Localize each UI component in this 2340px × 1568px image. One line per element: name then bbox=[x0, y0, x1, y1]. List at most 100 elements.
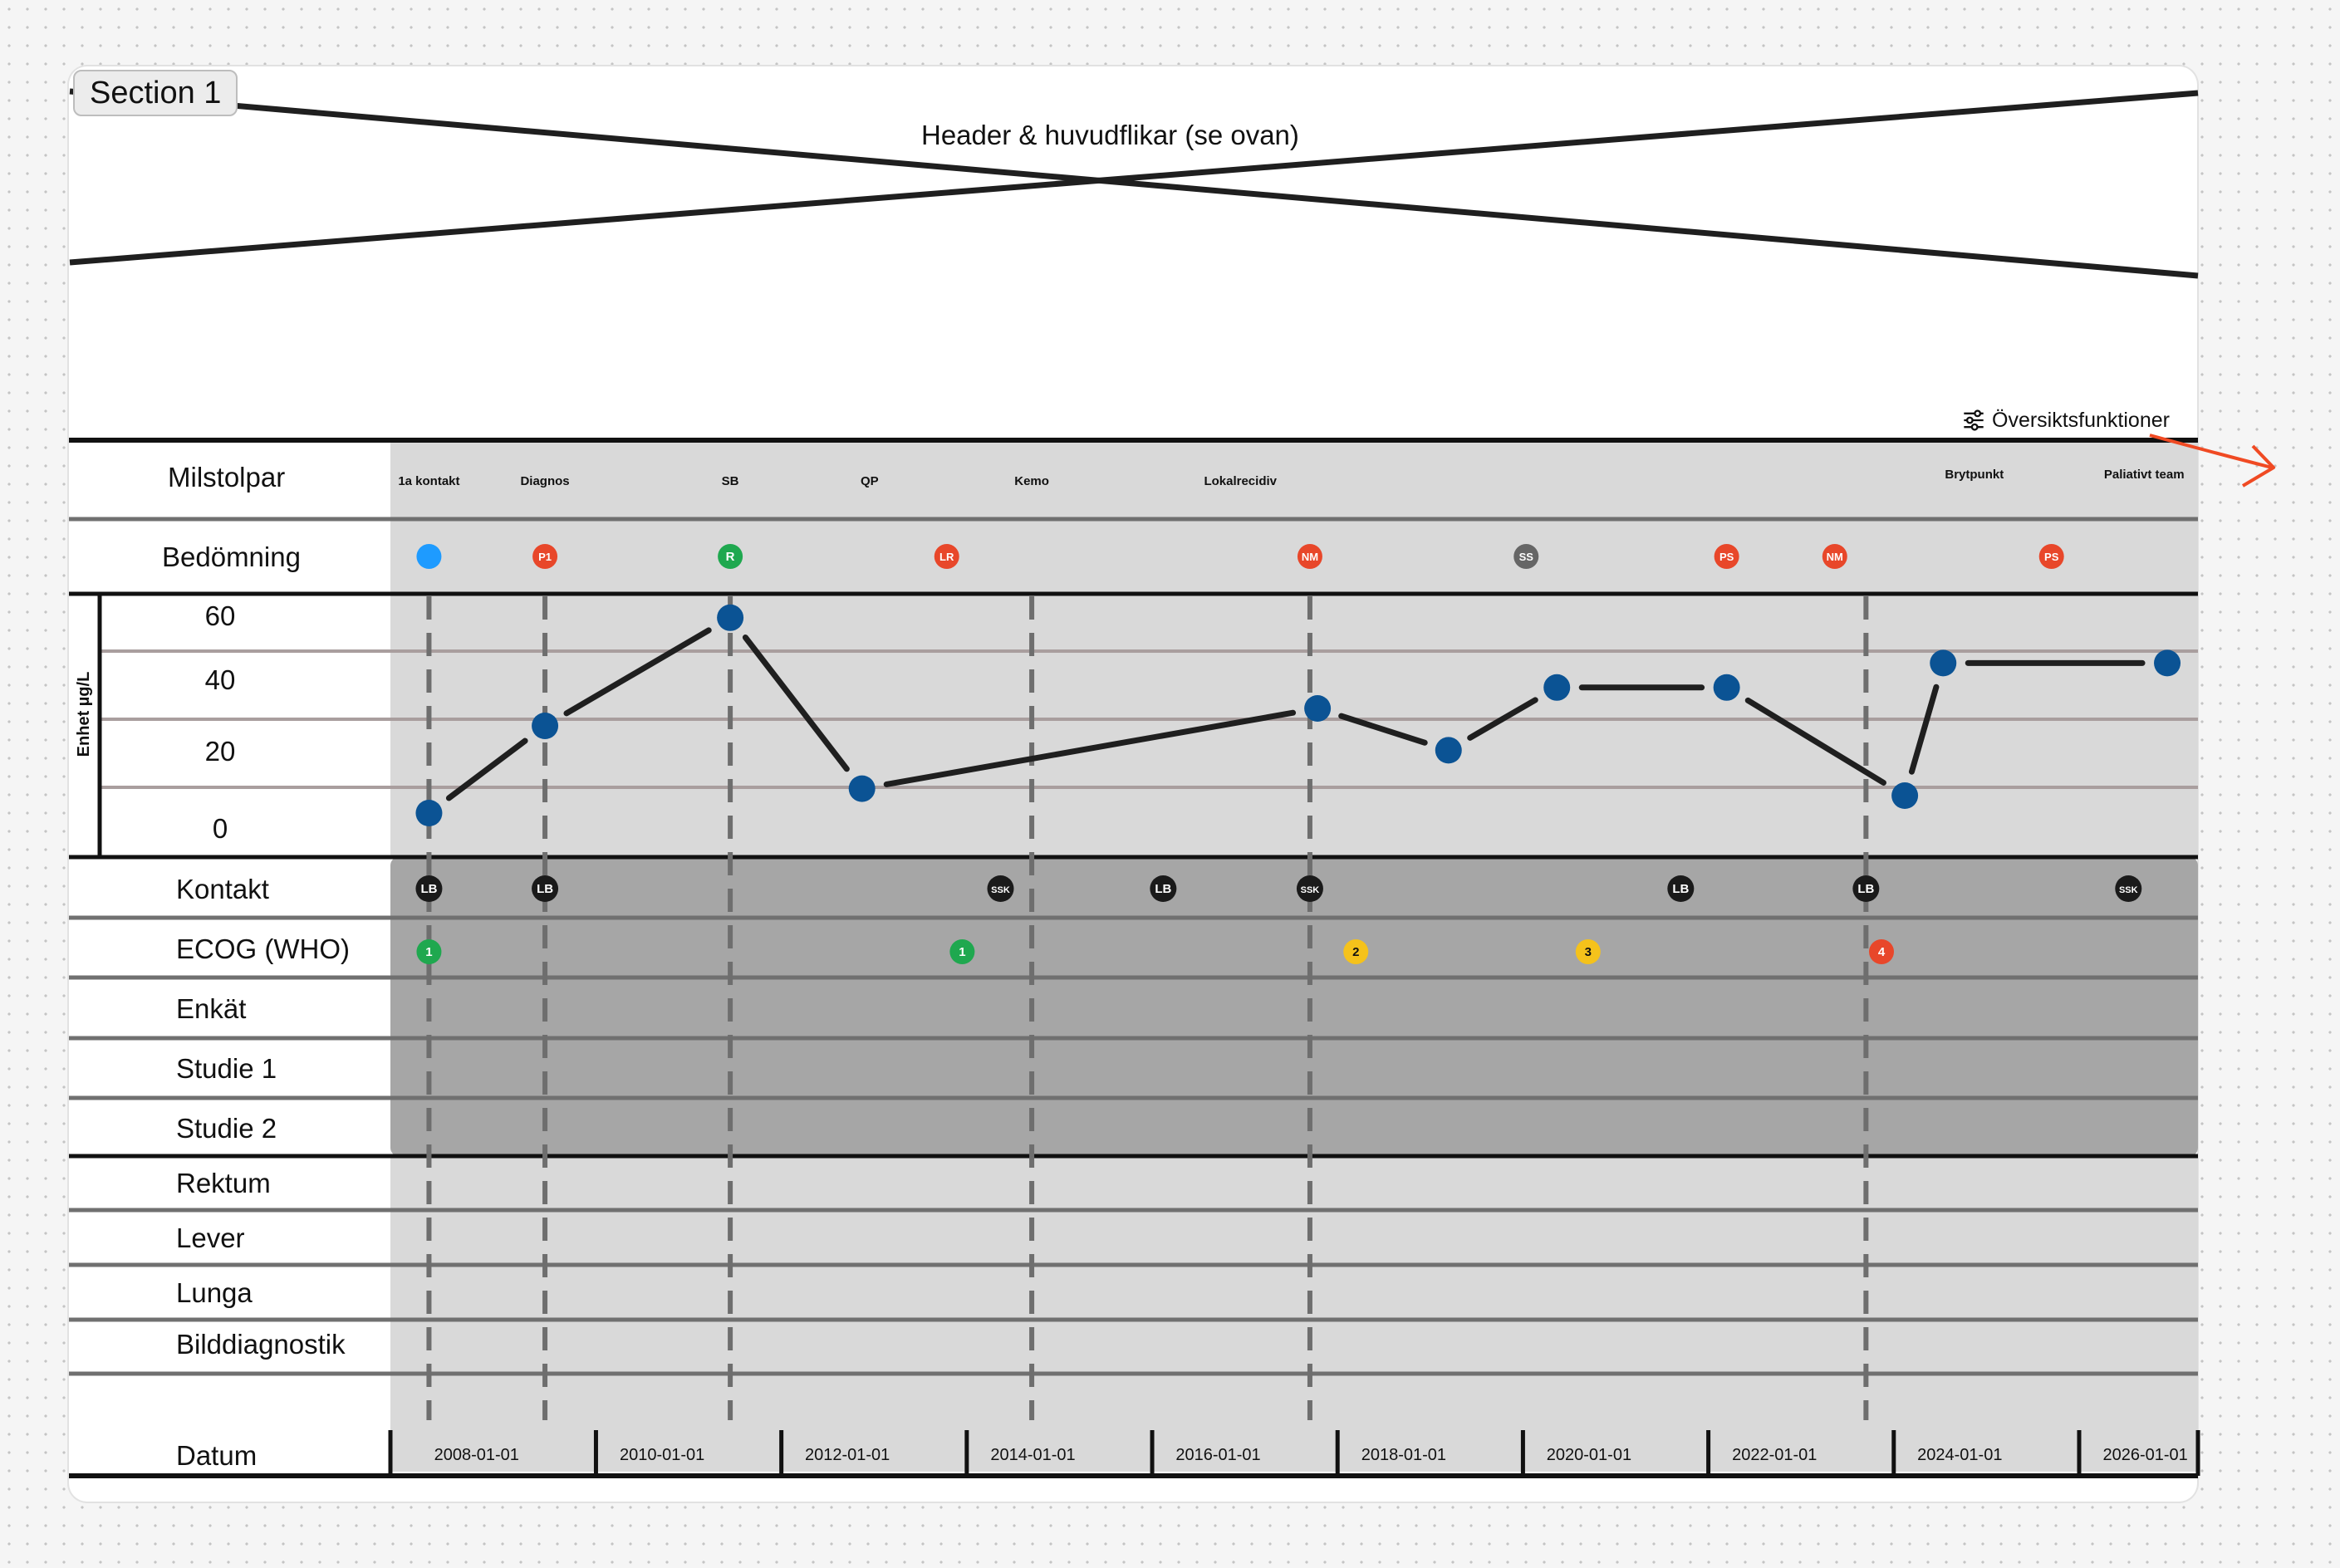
date-tick-label: 2018-01-01 bbox=[1361, 1446, 1446, 1464]
row-label-milstolpar: Milstolpar bbox=[168, 462, 286, 492]
ecog-badge[interactable]: 4 bbox=[1869, 939, 1895, 964]
data-point[interactable] bbox=[1930, 649, 1957, 677]
svg-text:LB: LB bbox=[1155, 882, 1171, 896]
assessment-badge[interactable] bbox=[416, 544, 442, 569]
y-axis-label: Enhet µg/L bbox=[75, 672, 93, 757]
svg-text:2: 2 bbox=[1352, 945, 1359, 959]
contact-badge[interactable]: LB bbox=[1852, 875, 1880, 902]
date-tick-label: 2024-01-01 bbox=[1917, 1446, 2002, 1464]
data-point[interactable] bbox=[532, 713, 559, 739]
y-tick-label: 20 bbox=[205, 736, 236, 767]
series-segment bbox=[883, 709, 1297, 787]
data-point[interactable] bbox=[415, 800, 443, 826]
assessment-badge[interactable]: P1 bbox=[532, 544, 558, 569]
date-tick-label: 2008-01-01 bbox=[434, 1446, 519, 1464]
svg-text:1: 1 bbox=[959, 945, 965, 959]
overview-functions-label: Översiktsfunktioner bbox=[1992, 408, 2170, 432]
assessment-badge[interactable]: R bbox=[718, 544, 743, 569]
row-label-bilddiagnostik: Bilddiagnostik bbox=[176, 1329, 346, 1360]
overview-functions-button[interactable]: Översiktsfunktioner bbox=[1962, 405, 2170, 435]
assessment-badge[interactable]: SS bbox=[1513, 544, 1539, 569]
svg-text:R: R bbox=[726, 550, 735, 564]
data-point[interactable] bbox=[1543, 674, 1571, 701]
milestone-label: SB bbox=[722, 474, 739, 488]
ecog-badge[interactable]: 1 bbox=[416, 939, 442, 964]
contact-badge[interactable]: LB bbox=[415, 875, 443, 902]
date-tick-label: 2012-01-01 bbox=[805, 1446, 890, 1464]
svg-text:PS: PS bbox=[2044, 551, 2059, 563]
y-tick-label: 0 bbox=[213, 813, 228, 844]
cross-line-1 bbox=[69, 88, 2199, 279]
assessment-badge[interactable]: PS bbox=[2038, 544, 2064, 569]
series-segment bbox=[563, 627, 712, 717]
date-tick-label: 2010-01-01 bbox=[620, 1446, 704, 1464]
date-tick-label: 2014-01-01 bbox=[990, 1446, 1075, 1464]
data-point[interactable] bbox=[848, 775, 876, 802]
date-tick-label: 2020-01-01 bbox=[1547, 1446, 1631, 1464]
timeline-panel-bottom bbox=[390, 1156, 2198, 1472]
ecog-badge[interactable]: 3 bbox=[1575, 939, 1601, 964]
contact-badge[interactable]: LB bbox=[1150, 875, 1177, 902]
ecog-badge[interactable]: 2 bbox=[1343, 939, 1369, 964]
contact-badge[interactable]: LB bbox=[1667, 875, 1695, 902]
svg-text:LB: LB bbox=[1672, 882, 1689, 896]
date-tick-label: 2016-01-01 bbox=[1175, 1446, 1260, 1464]
row-label-lunga: Lunga bbox=[176, 1277, 253, 1308]
contact-badge[interactable]: LB bbox=[532, 875, 559, 902]
svg-text:3: 3 bbox=[1585, 945, 1592, 959]
header-placeholder-caption: Header & huvudflikar (se ovan) bbox=[921, 120, 1299, 150]
assessment-badge[interactable]: LR bbox=[934, 544, 959, 569]
data-point[interactable] bbox=[2154, 649, 2181, 677]
svg-text:P1: P1 bbox=[538, 551, 552, 563]
row-label-rektum: Rektum bbox=[176, 1168, 271, 1198]
milestone-label: Diagnos bbox=[520, 474, 569, 488]
date-tick-label: 2022-01-01 bbox=[1732, 1446, 1817, 1464]
data-point[interactable] bbox=[1713, 674, 1740, 701]
section-label[interactable]: Section 1 bbox=[73, 70, 238, 116]
data-point[interactable] bbox=[717, 604, 744, 631]
contact-badge[interactable]: SSK bbox=[987, 875, 1014, 902]
row-label-studie2: Studie 2 bbox=[176, 1113, 277, 1144]
svg-text:NM: NM bbox=[1302, 551, 1318, 563]
contact-badge[interactable]: SSK bbox=[1296, 875, 1323, 902]
svg-text:LB: LB bbox=[537, 882, 553, 896]
row-label-bedomning: Bedömning bbox=[162, 541, 301, 572]
series-segment bbox=[1908, 684, 1940, 775]
svg-text:PS: PS bbox=[1719, 551, 1734, 563]
data-point[interactable] bbox=[1304, 695, 1332, 722]
row-label-kontakt: Kontakt bbox=[176, 874, 269, 904]
assessment-badge[interactable]: NM bbox=[1822, 544, 1847, 569]
series-segment bbox=[742, 635, 850, 772]
assessment-badge[interactable]: NM bbox=[1297, 544, 1322, 569]
series-segment bbox=[1744, 697, 1886, 786]
svg-text:4: 4 bbox=[1878, 945, 1886, 959]
arrow-right-icon[interactable] bbox=[2149, 434, 2275, 488]
row-label-studie1: Studie 1 bbox=[176, 1053, 277, 1084]
svg-text:LR: LR bbox=[939, 551, 954, 563]
milestone-label: QP bbox=[861, 474, 879, 488]
y-tick-label: 60 bbox=[205, 600, 236, 631]
svg-text:LB: LB bbox=[420, 882, 437, 896]
row-label-ecog: ECOG (WHO) bbox=[176, 933, 350, 964]
row-label-enkat: Enkät bbox=[176, 993, 247, 1024]
data-point[interactable] bbox=[1435, 737, 1462, 764]
svg-text:SSK: SSK bbox=[1301, 885, 1320, 895]
data-point[interactable] bbox=[1891, 782, 1919, 809]
svg-text:LB: LB bbox=[1857, 882, 1874, 896]
timeline-panel-dark bbox=[390, 857, 2198, 1156]
milestone-label: Kemo bbox=[1014, 474, 1049, 488]
y-tick-label: 40 bbox=[205, 664, 236, 695]
milestone-label: 1a kontakt bbox=[398, 474, 459, 488]
svg-text:SSK: SSK bbox=[991, 885, 1010, 895]
milestone-label: Lokalrecidiv bbox=[1204, 474, 1277, 488]
ecog-badge[interactable]: 1 bbox=[949, 939, 975, 964]
row-label-datum: Datum bbox=[176, 1440, 258, 1471]
series-segment bbox=[1467, 697, 1538, 741]
assessment-badge[interactable]: PS bbox=[1714, 544, 1739, 569]
milestone-label: Brytpunkt bbox=[1945, 468, 2004, 482]
sliders-icon bbox=[1964, 409, 1984, 431]
contact-badge[interactable]: SSK bbox=[2115, 875, 2142, 902]
svg-text:SSK: SSK bbox=[2119, 885, 2138, 895]
